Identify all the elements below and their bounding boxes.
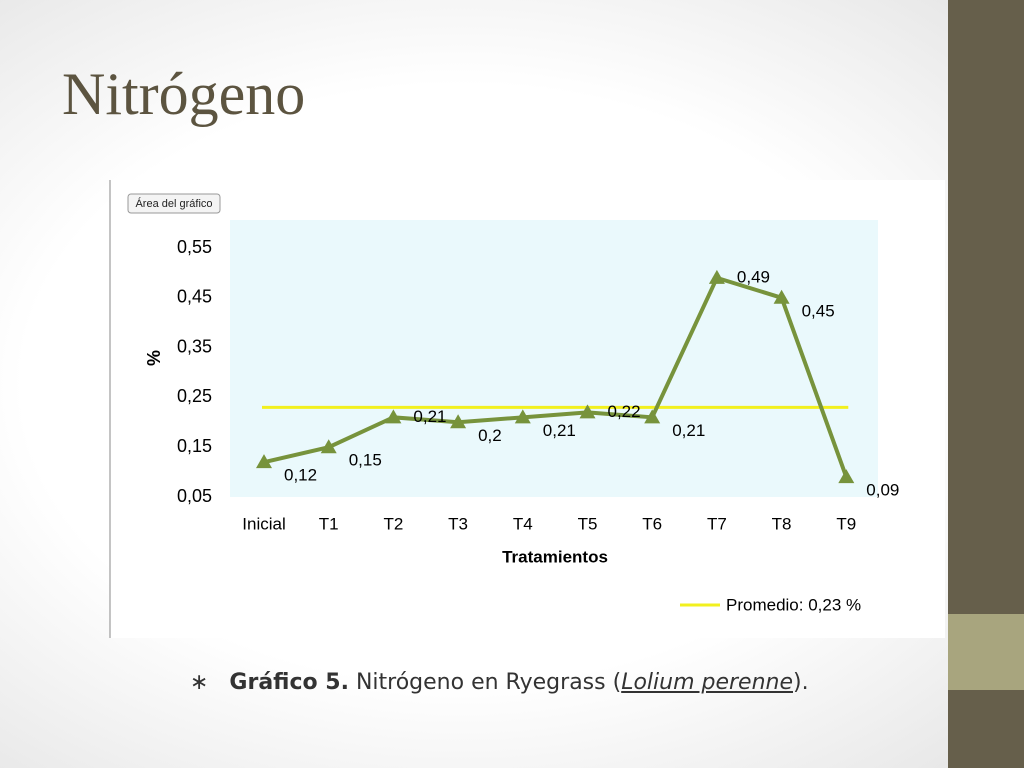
x-tick-label: T7 (707, 514, 727, 533)
x-tick-label: T9 (836, 514, 856, 533)
marker (256, 454, 272, 469)
x-tick-label: T4 (513, 514, 533, 533)
data-label: 0,49 (737, 267, 770, 286)
x-tick-label: T2 (383, 514, 403, 533)
x-tick-label: Inicial (242, 514, 285, 533)
caption-end: ). (793, 670, 809, 695)
data-label: 0,22 (608, 402, 641, 421)
button-label: Área del gráfico (135, 197, 212, 210)
data-label: 0,21 (672, 421, 705, 440)
x-tick-label: T1 (319, 514, 339, 533)
series-line (263, 275, 849, 478)
slide-title: Nitrógeno (62, 61, 305, 127)
y-tick-label: 0,55 (177, 237, 212, 257)
marker (514, 409, 531, 424)
caption-bold: Gráfico 5. (229, 670, 349, 695)
data-label: 0,21 (413, 407, 446, 426)
data-label: 0,21 (543, 421, 576, 440)
marker (385, 409, 402, 424)
marker (708, 269, 725, 284)
data-label: 0,12 (284, 466, 317, 485)
data-label: 0,2 (478, 426, 502, 445)
marker (320, 439, 337, 454)
x-axis-label: Tratamientos (502, 547, 608, 566)
y-tick-label: 0,45 (177, 287, 212, 307)
marker (450, 414, 467, 429)
x-tick-label: T3 (448, 514, 468, 533)
x-tick-label: T8 (772, 514, 792, 533)
marker (644, 409, 661, 424)
x-tick-label: T5 (578, 514, 598, 533)
caption-text: Nitrógeno en Ryegrass ( (348, 670, 622, 695)
data-label: 0,15 (349, 451, 382, 470)
marker (773, 289, 790, 304)
x-tick-label: T6 (642, 514, 662, 533)
chart-button[interactable] (127, 193, 221, 214)
marker (838, 469, 855, 484)
legend-label: Promedio: 0,23 % (726, 595, 861, 614)
caption-species: Lolium perenne (621, 670, 793, 695)
y-tick-label: 0,15 (177, 436, 212, 456)
side-block (948, 614, 1024, 690)
plot-area (230, 220, 878, 497)
data-label: 0,09 (866, 481, 899, 500)
caption: ∗ Gráfico 5. Nitrógeno en Ryegrass (Loli… (190, 670, 809, 695)
y-tick-label: 0,05 (177, 486, 212, 506)
marker (579, 404, 596, 419)
data-label: 0,45 (802, 301, 835, 320)
y-axis-label: % (144, 350, 164, 366)
y-tick-label: 0,25 (177, 386, 212, 406)
y-tick-label: 0,35 (177, 336, 212, 356)
